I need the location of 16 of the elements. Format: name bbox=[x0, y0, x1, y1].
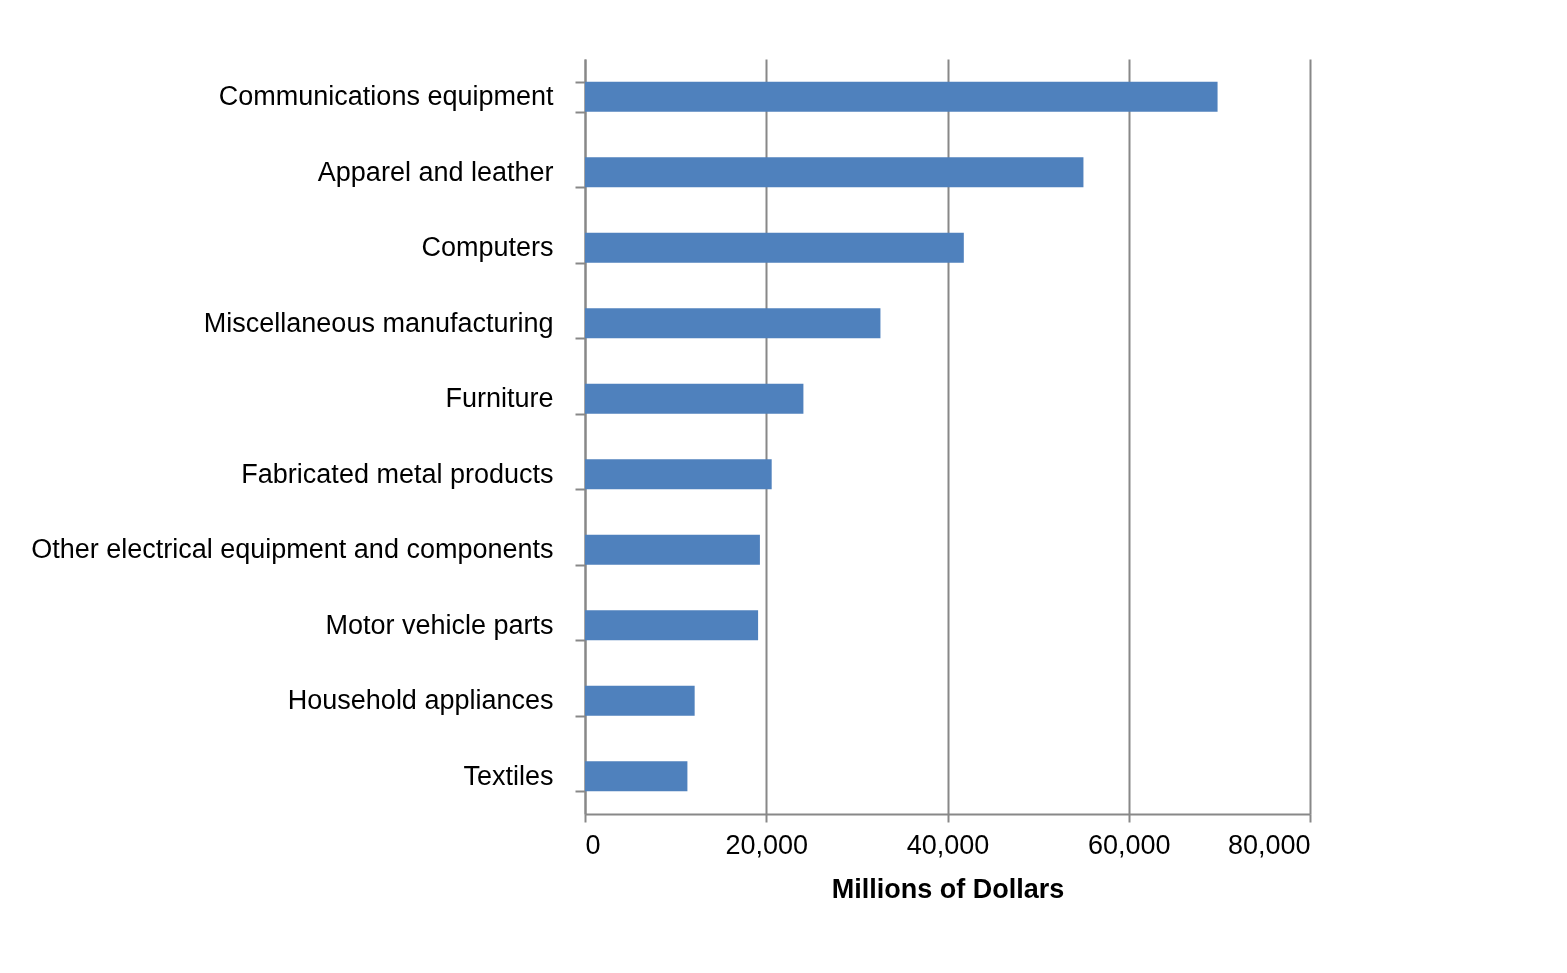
x-tick-label: 40,000 bbox=[906, 829, 990, 860]
y-tick-label: Textiles bbox=[463, 760, 554, 791]
x-axis-title: Millions of Dollars bbox=[831, 873, 1065, 904]
y-tick-label: Communications equipment bbox=[218, 81, 554, 112]
y-tick-label: Motor vehicle parts bbox=[325, 609, 554, 640]
y-tick-label: Miscellaneous manufacturing bbox=[203, 307, 554, 338]
y-tick-label: Furniture bbox=[445, 383, 554, 414]
x-tick-label: 80,000 bbox=[1227, 829, 1311, 860]
y-tick-label: Fabricated metal products bbox=[241, 458, 554, 489]
y-tick-label: Computers bbox=[421, 232, 554, 263]
x-tick-label: 0 bbox=[585, 829, 601, 860]
y-tick-label: Apparel and leather bbox=[317, 156, 554, 187]
y-tick-label: Other electrical equipment and components bbox=[31, 534, 554, 565]
x-tick-label: 20,000 bbox=[725, 829, 809, 860]
y-tick-label: Household appliances bbox=[287, 685, 554, 716]
x-tick-label: 60,000 bbox=[1087, 829, 1171, 860]
